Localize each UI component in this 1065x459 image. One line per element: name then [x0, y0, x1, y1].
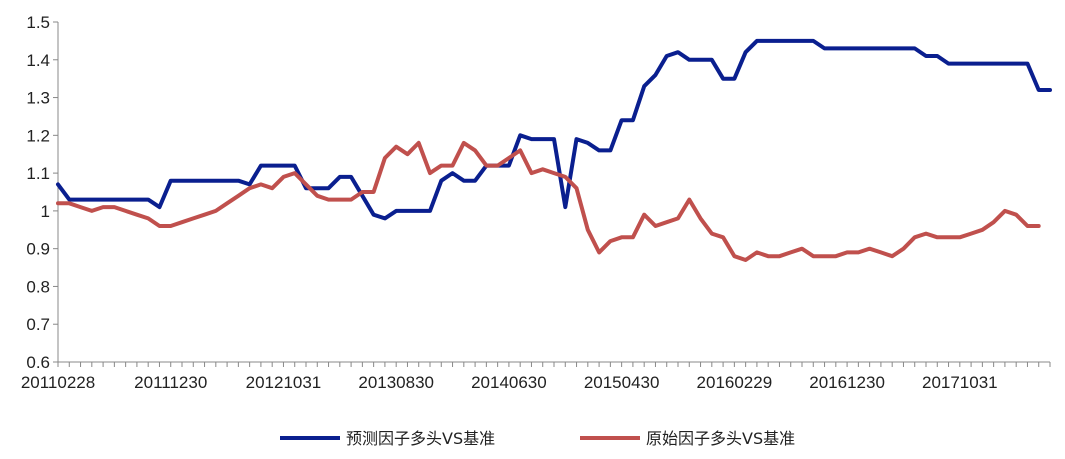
- x-tick-label: 20140630: [471, 373, 547, 392]
- y-tick-label: 1.3: [26, 89, 50, 108]
- y-tick-label: 1: [41, 202, 50, 221]
- legend-label-2: 原始因子多头VS基准: [646, 429, 795, 448]
- y-tick-label: 1.1: [26, 164, 50, 183]
- plot-area: [56, 38, 1052, 262]
- x-tick-label: 20171031: [922, 373, 998, 392]
- axes: 0.6 0.7 0.8 0.9 1 1.1 1.2 1.3 1.4 1.5 20110228 2011…: [21, 13, 1051, 392]
- y-tick-label: 1.4: [26, 51, 50, 70]
- y-tick-label: 0.8: [26, 277, 50, 296]
- y-tick-label: 1.5: [26, 13, 50, 32]
- y-tick-label: 0.9: [26, 240, 50, 259]
- legend: 预测因子多头VS基准 原始因子多头VS基准: [280, 429, 795, 448]
- x-tick-label: 20150430: [584, 373, 660, 392]
- series-line-1: [56, 38, 1052, 221]
- x-tick-label: 20121031: [246, 373, 322, 392]
- y-tick-label: 1.2: [26, 126, 50, 145]
- x-tick-label: 20110228: [21, 373, 95, 392]
- x-tick-label: 20160229: [697, 373, 773, 392]
- legend-label-1: 预测因子多头VS基准: [346, 429, 495, 448]
- x-tick-label: 20111230: [134, 373, 207, 392]
- series-line-2: [56, 140, 1041, 262]
- y-tick-label: 0.7: [26, 315, 50, 334]
- x-tick-label: 20130830: [358, 373, 434, 392]
- y-tick-label: 0.6: [26, 353, 50, 372]
- x-tick-label: 20161230: [809, 373, 885, 392]
